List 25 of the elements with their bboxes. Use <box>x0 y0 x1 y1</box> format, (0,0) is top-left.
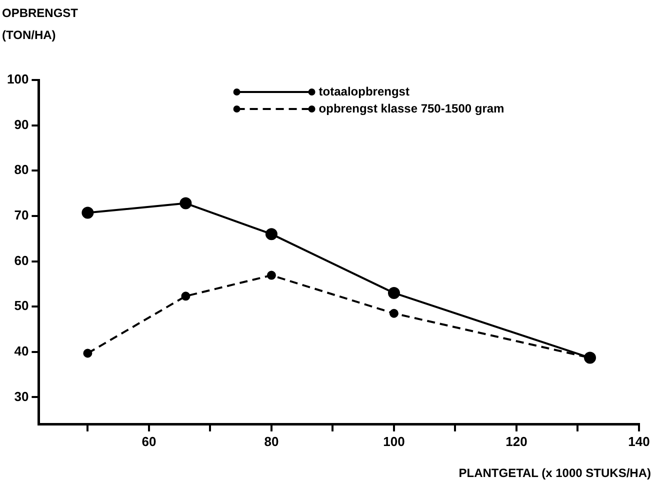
x-tick-label: 100 <box>383 434 405 449</box>
x-tick-label: 140 <box>628 434 650 449</box>
point <box>180 197 192 210</box>
point <box>265 228 278 240</box>
y-tick-label: 100 <box>6 72 29 87</box>
x-tick-label: 60 <box>142 434 156 449</box>
y-tick-label: 50 <box>14 298 29 314</box>
y-tick-label: 60 <box>14 252 29 268</box>
legend-label: opbrengst klasse 750-1500 gram <box>318 101 504 116</box>
point <box>83 348 92 358</box>
y-tick-label: 90 <box>14 116 29 132</box>
point <box>266 270 276 280</box>
y-tick-label: 80 <box>14 162 29 178</box>
point <box>82 206 94 219</box>
y-tick-label: 40 <box>14 343 29 358</box>
x-axis-title: PLANTGETAL (x 1000 STUKS/HA) <box>458 465 651 482</box>
point <box>181 292 190 301</box>
point <box>388 286 400 299</box>
legend-label: totaalopbrengst <box>318 84 410 98</box>
point <box>389 308 398 318</box>
x-tick-label: 80 <box>264 434 279 449</box>
x-tick-label: 120 <box>506 434 528 449</box>
y-tick-label: 30 <box>14 388 29 404</box>
y-tick-label: 70 <box>14 208 29 223</box>
y-axis-title: OPBRENGST (TON/HA) <box>2 5 78 44</box>
